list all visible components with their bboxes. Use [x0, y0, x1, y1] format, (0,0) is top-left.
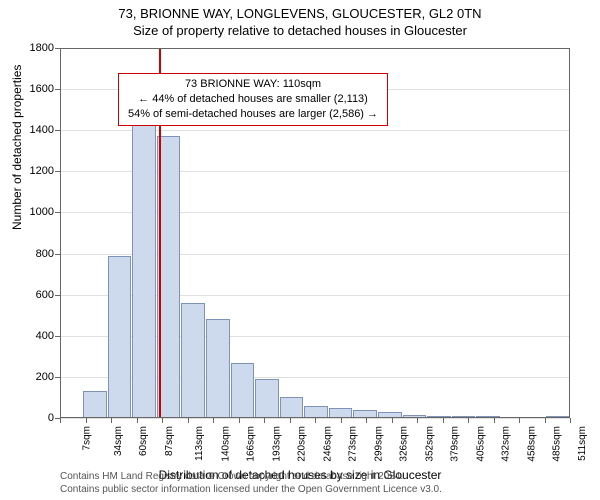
- title-address: 73, BRIONNE WAY, LONGLEVENS, GLOUCESTER,…: [0, 6, 600, 21]
- x-tick-label: 193sqm: [271, 426, 282, 462]
- x-tick-label: 34sqm: [113, 426, 124, 456]
- y-tick-label: 1800: [0, 42, 54, 54]
- y-tick-label: 400: [0, 330, 54, 342]
- x-tick-label: 485sqm: [552, 426, 563, 462]
- chart-container: 73, BRIONNE WAY, LONGLEVENS, GLOUCESTER,…: [0, 0, 600, 500]
- x-tick-label: 7sqm: [81, 426, 92, 450]
- titles: 73, BRIONNE WAY, LONGLEVENS, GLOUCESTER,…: [0, 0, 600, 38]
- y-tick-label: 1600: [0, 83, 54, 95]
- x-tick-label: 405sqm: [475, 426, 486, 462]
- x-tick-label: 352sqm: [424, 426, 435, 462]
- y-tick-label: 200: [0, 371, 54, 383]
- x-tick-label: 87sqm: [164, 426, 175, 456]
- x-tick-label: 140sqm: [220, 426, 231, 462]
- x-tick-label: 113sqm: [194, 426, 205, 461]
- x-tick-label: 511sqm: [576, 426, 587, 461]
- x-tick-label: 432sqm: [501, 426, 512, 462]
- x-tick-label: 246sqm: [322, 426, 333, 462]
- annotation-line1: 73 BRIONNE WAY: 110sqm: [125, 77, 381, 92]
- x-tick-label: 273sqm: [348, 426, 359, 462]
- y-tick-label: 1200: [0, 165, 54, 177]
- x-tick-label: 299sqm: [373, 426, 384, 462]
- y-tick-label: 1000: [0, 206, 54, 218]
- footer-line1: Contains HM Land Registry data © Crown c…: [60, 471, 442, 484]
- plot-area: 73 BRIONNE WAY: 110sqm ← 44% of detached…: [60, 48, 570, 418]
- footer-attribution: Contains HM Land Registry data © Crown c…: [60, 471, 442, 496]
- y-tick-label: 800: [0, 248, 54, 260]
- x-tick-label: 60sqm: [138, 426, 149, 456]
- x-tick-label: 458sqm: [526, 426, 537, 462]
- y-tick-label: 0: [0, 412, 54, 424]
- x-tick-label: 326sqm: [399, 426, 410, 462]
- title-subtitle: Size of property relative to detached ho…: [0, 23, 600, 38]
- footer-line2: Contains public sector information licen…: [60, 484, 442, 497]
- x-tick-label: 379sqm: [450, 426, 461, 462]
- annotation-line3: 54% of semi-detached houses are larger (…: [125, 107, 381, 122]
- annotation-box: 73 BRIONNE WAY: 110sqm ← 44% of detached…: [118, 73, 388, 126]
- y-tick-label: 600: [0, 289, 54, 301]
- x-tick-label: 166sqm: [246, 426, 257, 462]
- y-tick-label: 1400: [0, 124, 54, 136]
- x-tick-label: 220sqm: [297, 426, 308, 462]
- annotation-line2: ← 44% of detached houses are smaller (2,…: [125, 92, 381, 107]
